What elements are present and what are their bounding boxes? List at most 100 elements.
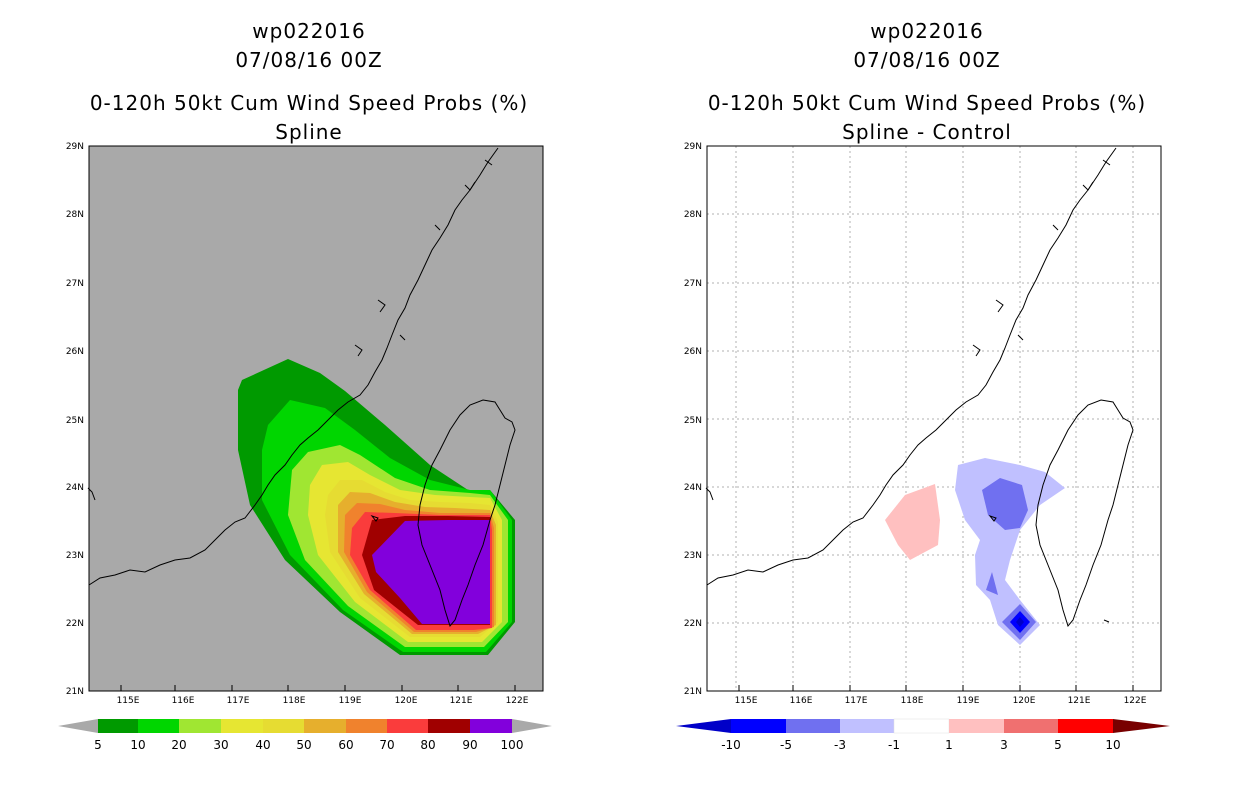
right-colorbar: -10 -5 -3 -1 1 3 5 10 — [676, 718, 1170, 752]
diff-negative-contour-3b — [986, 572, 998, 595]
left-colorbar-box — [387, 719, 428, 733]
left-taiwan-coastline — [417, 399, 516, 628]
right-colorbar-high-arrow — [1113, 719, 1170, 733]
left-colorbar-label: 10 — [130, 738, 145, 752]
right-x-tick-label: 119E — [957, 696, 980, 706]
left-y-tick-label: 25N — [66, 416, 84, 426]
left-colorbar-box — [263, 719, 304, 733]
left-colorbar-label: 20 — [171, 738, 186, 752]
right-y-tick-labels: 21N 22N 23N 24N 25N 26N 27N 28N 29N — [684, 142, 702, 697]
right-colorbar-box — [840, 719, 894, 733]
right-colorbar-label: -3 — [834, 738, 846, 752]
prob-contour-90 — [372, 520, 490, 624]
left-y-tick-label: 26N — [66, 347, 84, 357]
diff-negative-contour-1 — [955, 458, 1065, 645]
right-y-tick-label: 24N — [684, 483, 702, 493]
right-panel: wp022016 07/08/16 00Z 0-120h 50kt Cum Wi… — [676, 19, 1170, 752]
left-title-method: Spline — [275, 120, 342, 144]
left-x-tick-labels: 115E 116E 117E 118E 119E 120E 121E 122E — [117, 696, 529, 706]
right-title-method: Spline - Control — [842, 120, 1012, 144]
left-y-tick-label: 28N — [66, 210, 84, 220]
right-y-tick-label: 21N — [684, 687, 702, 697]
left-colorbar-label: 80 — [420, 738, 435, 752]
left-colorbar-box — [470, 719, 512, 733]
right-colorbar-box — [786, 719, 840, 733]
right-colorbar-label: -5 — [780, 738, 792, 752]
left-y-tick-labels: 21N 22N 23N 24N 25N 26N 27N 28N 29N — [66, 142, 84, 697]
right-colorbar-box — [949, 719, 1004, 733]
left-y-tick-label: 27N — [66, 279, 84, 289]
right-y-tick-label: 25N — [684, 416, 702, 426]
left-x-tick-label: 120E — [395, 696, 418, 706]
left-x-tick-label: 122E — [506, 696, 529, 706]
right-difference-contours — [885, 458, 1065, 645]
left-colorbar: 5 10 20 30 40 50 60 70 80 90 100 — [58, 719, 552, 752]
left-title-product: 0-120h 50kt Cum Wind Speed Probs (%) — [90, 91, 528, 115]
right-y-tick-label: 26N — [684, 347, 702, 357]
right-colorbar-label: -10 — [721, 738, 741, 752]
right-colorbar-label: 1 — [945, 738, 953, 752]
left-colorbar-box — [179, 719, 221, 733]
left-x-tick-label: 117E — [227, 696, 250, 706]
diff-positive-contour — [885, 484, 940, 560]
left-colorbar-box — [138, 719, 179, 733]
right-penghu-islands — [988, 514, 997, 522]
left-colorbar-label: 100 — [501, 738, 524, 752]
right-x-tick-label: 121E — [1068, 696, 1091, 706]
right-title-date: 07/08/16 00Z — [853, 48, 1000, 72]
left-x-tick-label: 121E — [450, 696, 473, 706]
left-colorbar-label: 30 — [213, 738, 228, 752]
left-colorbar-label: 50 — [296, 738, 311, 752]
right-small-island — [1103, 619, 1110, 623]
left-coastlines — [87, 147, 516, 628]
left-y-tick-label: 21N — [66, 687, 84, 697]
left-y-tick-label: 22N — [66, 619, 84, 629]
right-x-axis — [738, 685, 1134, 691]
right-colorbar-label: 5 — [1054, 738, 1062, 752]
right-colorbar-label: 10 — [1105, 738, 1120, 752]
left-y-tick-label: 29N — [66, 142, 84, 152]
left-colorbar-label: 40 — [255, 738, 270, 752]
left-colorbar-box — [221, 719, 263, 733]
left-x-tick-label: 116E — [172, 696, 195, 706]
right-taiwan-coastline — [1035, 399, 1134, 628]
left-colorbar-box — [428, 719, 470, 733]
left-colorbar-label: 60 — [338, 738, 353, 752]
right-colorbar-low-arrow — [676, 719, 731, 733]
left-y-tick-label: 24N — [66, 483, 84, 493]
left-penghu-islands — [370, 514, 379, 522]
left-colorbar-box — [98, 719, 138, 733]
diff-negative-contour-10 — [1016, 617, 1024, 627]
left-title-storm: wp022016 — [252, 19, 365, 43]
left-title-date: 07/08/16 00Z — [235, 48, 382, 72]
right-x-tick-label: 122E — [1124, 696, 1147, 706]
right-x-tick-label: 117E — [845, 696, 868, 706]
right-x-tick-labels: 115E 116E 117E 118E 119E 120E 121E 122E — [735, 696, 1147, 706]
left-panel: wp022016 07/08/16 00Z 0-120h 50kt Cum Wi… — [58, 19, 552, 752]
left-colorbar-labels: 5 10 20 30 40 50 60 70 80 90 100 — [94, 738, 523, 752]
left-colorbar-high-arrow — [512, 719, 552, 733]
right-colorbar-box — [731, 719, 786, 733]
left-china-coastline — [88, 147, 499, 586]
right-coastlines — [705, 147, 1134, 628]
right-title-storm: wp022016 — [870, 19, 983, 43]
left-map-frame — [88, 145, 544, 692]
right-title-product: 0-120h 50kt Cum Wind Speed Probs (%) — [708, 91, 1146, 115]
left-colorbar-box — [346, 719, 387, 733]
right-y-tick-label: 28N — [684, 210, 702, 220]
right-y-tick-label: 29N — [684, 142, 702, 152]
right-y-tick-label: 22N — [684, 619, 702, 629]
left-probability-contours — [238, 359, 515, 655]
right-china-coast-detail — [705, 159, 1111, 501]
left-x-axis — [120, 685, 516, 691]
right-china-coastline — [706, 147, 1117, 586]
right-colorbar-box — [1004, 719, 1058, 733]
left-colorbar-box — [304, 719, 346, 733]
right-x-tick-label: 116E — [790, 696, 813, 706]
right-colorbar-label: 3 — [1000, 738, 1008, 752]
right-map-frame — [706, 145, 1162, 692]
right-colorbar-labels: -10 -5 -3 -1 1 3 5 10 — [721, 738, 1120, 752]
right-y-tick-label: 27N — [684, 279, 702, 289]
right-x-tick-label: 115E — [735, 696, 758, 706]
